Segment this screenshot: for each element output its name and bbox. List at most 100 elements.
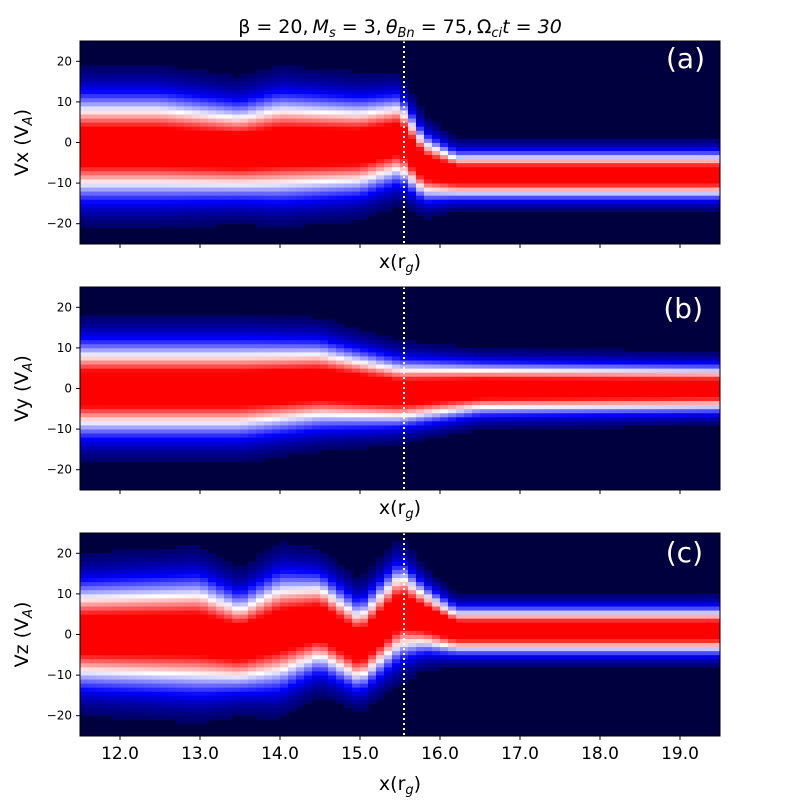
heatmap-cell [360,335,369,341]
heatmap-cell [336,219,345,225]
heatmap-cell [488,425,497,430]
heatmap-cell [136,335,145,341]
heatmap-cell [568,174,577,180]
heatmap-cell [424,211,433,216]
heatmap-cell [296,81,305,87]
heatmap-cell [208,207,217,212]
heatmap-cell [120,683,129,688]
heatmap-cell [544,396,553,402]
heatmap-cell [104,630,113,635]
heatmap-cell [224,457,233,462]
heatmap-cell [480,183,489,188]
heatmap-cell [144,707,153,713]
heatmap-cell [120,429,129,434]
heatmap-cell [592,170,601,176]
heatmap-cell [192,412,201,418]
heatmap-cell [464,408,473,414]
heatmap-cell [304,138,313,143]
heatmap-cell [232,219,241,225]
heatmap-cell [160,343,169,349]
heatmap-cell [120,187,129,192]
heatmap-cell [136,715,145,721]
heatmap-cell [96,170,105,176]
heatmap-cell [656,408,665,414]
heatmap-cell [264,420,273,426]
heatmap-cell [448,372,457,377]
heatmap-cell [400,429,409,434]
heatmap-cell [160,549,169,554]
heatmap-cell [712,154,721,160]
heatmap-cell [160,73,169,78]
heatmap-cell [648,368,657,373]
heatmap-cell [488,412,497,418]
heatmap-cell [144,146,153,152]
heatmap-cell [152,219,161,225]
heatmap-cell [608,420,617,426]
heatmap-cell [368,105,377,111]
heatmap-cell [304,97,313,103]
heatmap-cell [688,191,697,196]
heatmap-cell [88,441,97,446]
heatmap-cell [208,126,217,131]
heatmap-cell [88,392,97,398]
heatmap-cell [448,347,457,353]
heatmap-cell [336,158,345,164]
heatmap-cell [328,445,337,450]
heatmap-cell [376,101,385,107]
heatmap-cell [136,101,145,107]
heatmap-cell [160,93,169,99]
heatmap-cell [200,433,209,438]
heatmap-cell [112,207,121,212]
heatmap-cell [528,388,537,393]
heatmap-cell [432,146,441,152]
heatmap-cell [416,429,425,434]
heatmap-cell [392,416,401,422]
heatmap-cell [96,687,105,692]
heatmap-cell [136,577,145,583]
heatmap-cell [184,388,193,393]
heatmap-cell [696,400,705,406]
heatmap-cell [680,360,689,365]
heatmap-cell [272,154,281,160]
heatmap-cell [80,138,89,143]
heatmap-cell [248,404,257,410]
heatmap-cell [360,174,369,180]
heatmap-cell [96,606,105,611]
heatmap-cell [480,158,489,164]
heatmap-cell [392,191,401,196]
heatmap-cell [592,376,601,381]
heatmap-cell [88,691,97,696]
heatmap-cell [312,158,321,164]
heatmap-cell [360,339,369,345]
heatmap-cell [296,347,305,353]
heatmap-cell [600,158,609,164]
heatmap-cell [656,162,665,168]
heatmap-cell [160,569,169,574]
heatmap-cell [504,207,513,212]
heatmap-cell [488,400,497,406]
heatmap-cell [360,351,369,357]
heatmap-cell [560,392,569,398]
heatmap-cell [104,219,113,225]
heatmap-cell [80,654,89,660]
heatmap-cell [328,166,337,172]
heatmap-cell [136,347,145,353]
heatmap-cell [312,174,321,180]
heatmap-cell [656,146,665,152]
heatmap-cell [136,199,145,204]
heatmap-cell [256,174,265,180]
heatmap-cell [112,203,121,208]
heatmap-cell [96,429,105,434]
heatmap-cell [248,364,257,369]
heatmap-cell [184,199,193,204]
heatmap-cell [584,142,593,147]
heatmap-cell [464,187,473,192]
heatmap-cell [120,372,129,377]
heatmap-cell [320,134,329,139]
heatmap-cell [560,162,569,168]
heatmap-cell [128,97,137,103]
heatmap-cell [152,699,161,704]
heatmap-cell [216,219,225,225]
heatmap-cell [216,347,225,353]
heatmap-cell [96,380,105,385]
